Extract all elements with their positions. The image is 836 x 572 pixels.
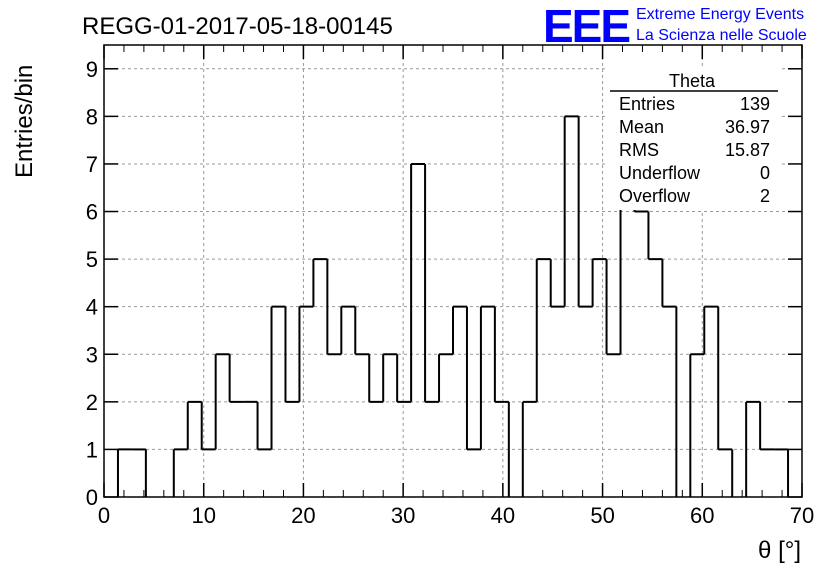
histogram-bin [745,400,761,497]
x-tick-label: 20 [291,503,315,528]
histogram-bin [549,259,565,308]
histogram-bin [521,400,537,497]
histogram-bin [647,211,663,261]
histogram-bin [382,353,398,402]
y-tick-label: 2 [86,390,98,415]
y-tick-label: 8 [86,104,98,129]
histogram-bin [326,259,342,356]
histogram-bin [410,162,426,402]
y-tick-label: 1 [86,437,98,462]
axis-ticks [103,45,803,498]
stats-row-label: Overflow [619,186,691,206]
y-tick-label: 7 [86,152,98,177]
histogram-bin [535,258,551,402]
y-tick-label: 9 [86,57,98,82]
histogram-bin [591,258,607,307]
stats-title: Theta [669,71,716,91]
plot-frame [103,44,803,498]
stats-row-value: 36.97 [725,117,770,137]
x-tick-label: 60 [690,503,714,528]
stats-row-label: Mean [619,117,664,137]
x-tick-label: 30 [391,503,415,528]
histogram-bin [759,401,775,451]
stats-row-value: 139 [740,94,770,114]
stats-row-value: 15.87 [725,140,770,160]
histogram-bin [116,448,132,497]
x-tick-label: 0 [98,503,110,528]
histogram-bin [200,401,216,451]
histogram-bin [256,401,272,451]
stats-row-label: Entries [619,94,675,114]
histogram-bin [354,306,370,356]
histogram-bin [717,306,733,451]
histogram-bin [605,259,621,356]
histogram-bin [340,305,356,355]
histogram-bin [563,115,579,307]
y-tick-label: 3 [86,342,98,367]
histogram-bin [661,259,677,308]
logo-line-1: Extreme Energy Events [636,6,804,23]
histogram-bin [438,353,453,402]
y-axis-label: Entries/bin [11,65,38,178]
x-tick-label: 40 [491,503,515,528]
stats-row-value: 0 [760,163,770,183]
chart-title: REGG-01-2017-05-18-00145 [82,13,393,40]
histogram-bin [479,305,495,450]
histogram-bin [228,354,244,403]
y-tick-label: 5 [86,247,98,272]
logo-line-2: La Scienza nelle Scuole [636,27,807,44]
histogram-bin [396,354,412,403]
stats-row-label: Underflow [619,163,701,183]
y-tick-label: 0 [86,485,98,510]
histogram-bin [368,354,384,403]
histogram-bin [214,353,230,450]
stats-box: Theta Entries 139 Mean 36.97 RMS 15.87 Underfl… [608,66,779,210]
x-tick-label: 10 [191,503,215,528]
x-axis-label: θ [°] [758,537,801,564]
histogram-bin [298,305,314,402]
y-tick-label: 4 [86,295,98,320]
histogram-bin [689,353,705,497]
histogram-bin [465,306,481,451]
x-tick-label: 50 [590,503,614,528]
histogram-bin [493,306,509,403]
histogram-bin [424,163,440,403]
histogram-bin [452,305,467,355]
stats-row-value: 2 [760,186,770,206]
histogram-bin [703,305,719,355]
x-tick-label: 70 [790,503,814,528]
y-tick-label: 6 [86,200,98,225]
histogram-bin [577,116,593,308]
histogram-bin [312,258,328,307]
histogram-bin [186,400,202,450]
histogram-bin [172,448,188,497]
histogram-bin [270,305,286,450]
stats-row-label: RMS [619,140,659,160]
eee-logo: EEE [543,0,629,52]
histogram-bin [284,306,300,403]
